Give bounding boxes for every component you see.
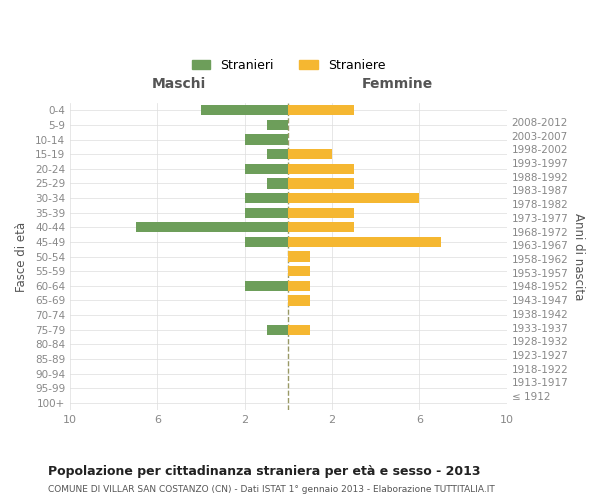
Bar xyxy=(289,324,310,335)
Text: Maschi: Maschi xyxy=(152,78,206,92)
Bar xyxy=(289,193,419,203)
Bar xyxy=(266,178,289,188)
Bar xyxy=(245,134,289,144)
Bar xyxy=(245,237,289,247)
Bar xyxy=(289,280,310,291)
Bar xyxy=(289,178,354,188)
Bar xyxy=(266,324,289,335)
Bar xyxy=(289,252,310,262)
Bar xyxy=(289,164,354,174)
Bar xyxy=(289,266,310,276)
Y-axis label: Fasce di età: Fasce di età xyxy=(15,222,28,292)
Bar xyxy=(289,208,354,218)
Text: COMUNE DI VILLAR SAN COSTANZO (CN) - Dati ISTAT 1° gennaio 2013 - Elaborazione T: COMUNE DI VILLAR SAN COSTANZO (CN) - Dat… xyxy=(48,485,495,494)
Bar xyxy=(245,164,289,174)
Bar xyxy=(289,149,332,160)
Text: Popolazione per cittadinanza straniera per età e sesso - 2013: Popolazione per cittadinanza straniera p… xyxy=(48,465,481,478)
Bar xyxy=(289,296,310,306)
Bar xyxy=(266,120,289,130)
Bar xyxy=(266,149,289,160)
Bar xyxy=(136,222,289,232)
Bar xyxy=(289,105,354,116)
Bar xyxy=(289,237,441,247)
Bar xyxy=(201,105,289,116)
Bar xyxy=(245,208,289,218)
Legend: Stranieri, Straniere: Stranieri, Straniere xyxy=(187,54,390,77)
Bar xyxy=(245,280,289,291)
Text: Femmine: Femmine xyxy=(362,78,433,92)
Y-axis label: Anni di nascita: Anni di nascita xyxy=(572,213,585,300)
Bar xyxy=(289,222,354,232)
Bar xyxy=(245,193,289,203)
